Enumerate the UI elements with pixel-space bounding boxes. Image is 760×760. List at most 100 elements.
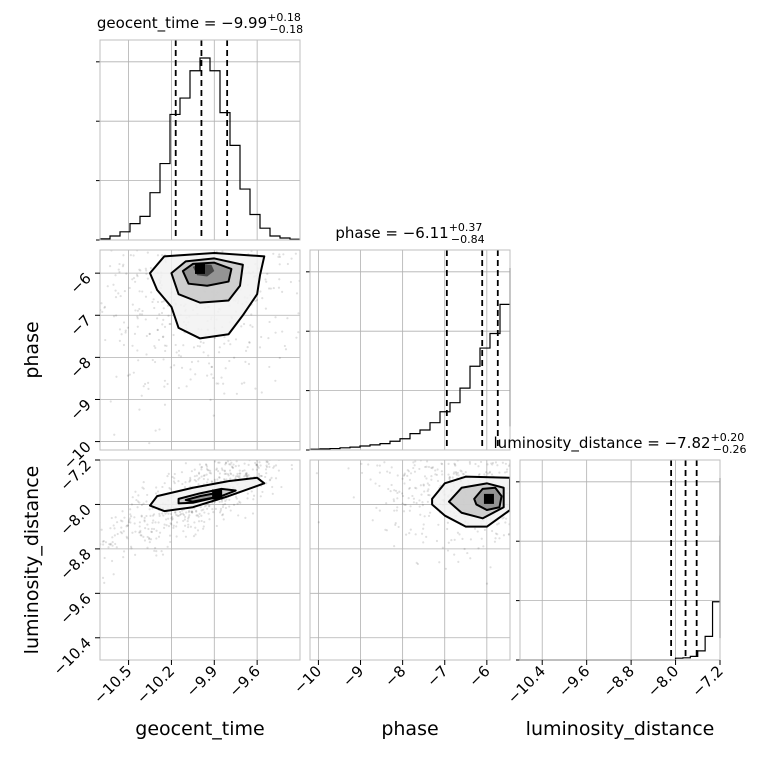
scatter-point bbox=[220, 467, 224, 470]
scatter-point bbox=[162, 335, 165, 338]
scatter-point bbox=[425, 460, 429, 463]
scatter-point bbox=[478, 472, 481, 476]
scatter-point bbox=[435, 539, 439, 543]
scatter-point bbox=[347, 467, 350, 470]
scatter-point bbox=[158, 512, 161, 515]
title-minus-error: −0.26 bbox=[713, 443, 747, 456]
scatter-point bbox=[107, 546, 110, 549]
scatter-point bbox=[244, 349, 248, 353]
scatter-point bbox=[251, 453, 253, 455]
scatter-point bbox=[196, 514, 199, 517]
scatter-point bbox=[226, 473, 230, 476]
scatter-point bbox=[413, 453, 415, 455]
scatter-point bbox=[297, 312, 300, 315]
scatter-point bbox=[501, 461, 504, 464]
scatter-point bbox=[222, 503, 225, 506]
scatter-point bbox=[213, 478, 217, 481]
scatter-point bbox=[121, 265, 125, 268]
scatter-point bbox=[168, 486, 171, 490]
scatter-point bbox=[180, 366, 184, 369]
scatter-point bbox=[102, 539, 105, 543]
scatter-point bbox=[131, 303, 134, 306]
scatter-point bbox=[560, 458, 562, 460]
scatter-point bbox=[118, 270, 121, 274]
scatter-point bbox=[199, 506, 202, 509]
scatter-point bbox=[256, 453, 258, 455]
scatter-point bbox=[139, 534, 142, 537]
scatter-point bbox=[461, 472, 464, 475]
scatter-point bbox=[383, 461, 386, 464]
scatter-point bbox=[187, 517, 190, 520]
scatter-point bbox=[446, 521, 449, 524]
scatter-point bbox=[281, 290, 284, 293]
scatter-point bbox=[401, 477, 404, 480]
scatter-point bbox=[474, 462, 477, 466]
scatter-point bbox=[134, 280, 137, 283]
x-tick-label: −9.6 bbox=[225, 662, 263, 700]
scatter-point bbox=[189, 478, 192, 481]
density-peak bbox=[483, 493, 494, 504]
scatter-point bbox=[200, 475, 203, 478]
scatter-point bbox=[139, 531, 142, 534]
scatter-point bbox=[187, 523, 190, 526]
scatter-point bbox=[155, 486, 158, 489]
scatter-point bbox=[202, 243, 204, 245]
scatter-point bbox=[265, 465, 269, 469]
scatter-point bbox=[396, 474, 399, 477]
scatter-point bbox=[148, 536, 151, 540]
scatter-point bbox=[129, 254, 132, 257]
scatter-point bbox=[158, 428, 161, 431]
scatter-point bbox=[197, 520, 201, 523]
scatter-point bbox=[150, 527, 154, 530]
scatter-point bbox=[173, 477, 176, 480]
scatter-point bbox=[214, 460, 217, 463]
scatter-point bbox=[110, 516, 113, 520]
scatter-point bbox=[184, 462, 187, 465]
scatter-point bbox=[175, 535, 178, 538]
scatter-point bbox=[240, 382, 244, 385]
scatter-point bbox=[284, 455, 286, 457]
scatter-point bbox=[255, 468, 259, 471]
scatter-point bbox=[427, 488, 430, 491]
scatter-point bbox=[238, 500, 241, 503]
scatter-point bbox=[252, 494, 256, 497]
scatter-point bbox=[235, 392, 238, 395]
scatter-point bbox=[255, 464, 258, 467]
scatter-point bbox=[136, 349, 139, 352]
scatter-point bbox=[189, 368, 192, 371]
scatter-point bbox=[376, 464, 379, 467]
scatter-point bbox=[202, 477, 205, 481]
scatter-point bbox=[102, 543, 105, 546]
scatter-point bbox=[177, 480, 180, 483]
scatter-point bbox=[126, 374, 130, 377]
x-axis-label-phase: phase bbox=[381, 718, 438, 740]
scatter-point bbox=[453, 463, 457, 466]
scatter-point bbox=[217, 470, 220, 473]
scatter-point bbox=[174, 511, 177, 514]
scatter-point bbox=[234, 465, 237, 468]
scatter-point bbox=[109, 400, 112, 403]
scatter-point bbox=[154, 546, 157, 550]
scatter-point bbox=[177, 386, 180, 390]
scatter-point bbox=[125, 535, 128, 538]
contour-line-0 bbox=[149, 251, 266, 340]
scatter-point bbox=[278, 356, 281, 360]
scatter-point bbox=[145, 244, 147, 246]
scatter-point bbox=[177, 514, 180, 518]
scatter-point bbox=[477, 453, 479, 455]
scatter-point bbox=[151, 358, 154, 362]
scatter-point bbox=[301, 219, 303, 221]
scatter-point bbox=[457, 560, 460, 563]
scatter-point bbox=[279, 244, 281, 246]
scatter-point bbox=[268, 479, 271, 482]
scatter-point bbox=[517, 516, 519, 518]
scatter-point bbox=[513, 493, 515, 495]
scatter-point bbox=[278, 278, 281, 281]
panel-frame bbox=[309, 249, 511, 451]
scatter-point bbox=[512, 495, 514, 497]
scatter-point bbox=[200, 514, 203, 517]
scatter-point bbox=[468, 462, 472, 465]
scatter-point bbox=[431, 467, 434, 470]
scatter-point bbox=[143, 516, 146, 519]
scatter-point bbox=[138, 408, 141, 411]
